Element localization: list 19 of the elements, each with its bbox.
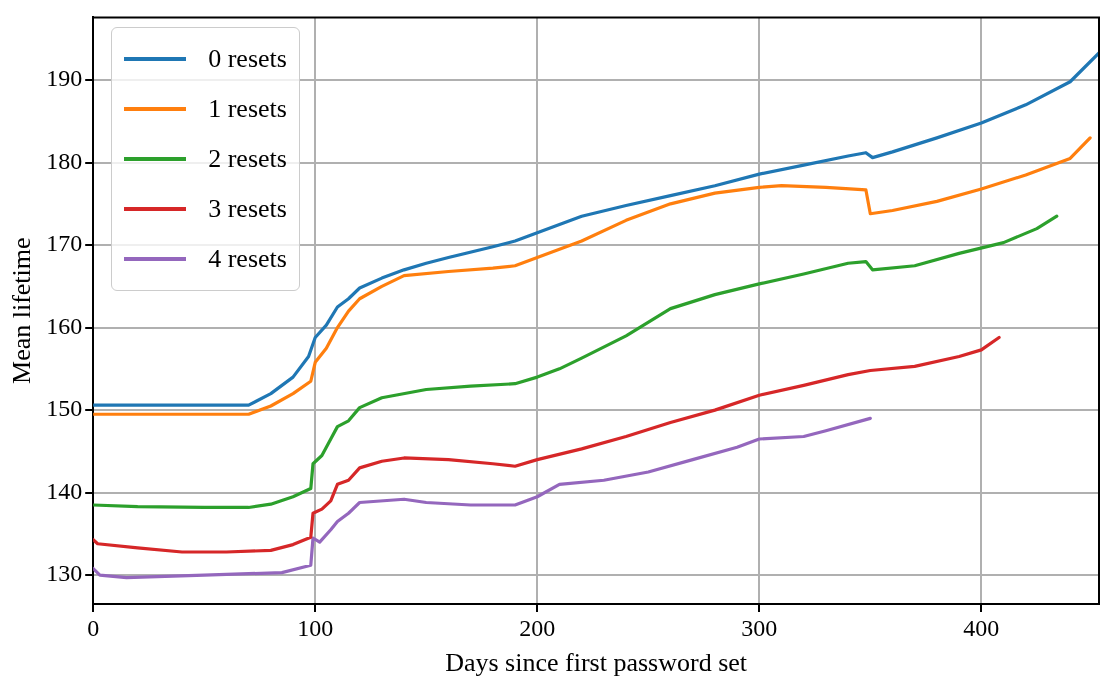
x-axis-title: Days since first password set: [445, 648, 748, 678]
x-tick-label: 0: [87, 614, 100, 641]
y-tick-label: 130: [46, 560, 83, 587]
x-tick-label: 100: [297, 614, 334, 641]
legend-label: 0 resets: [208, 44, 287, 75]
legend-label: 4 resets: [208, 244, 287, 275]
legend-label: 2 resets: [208, 144, 287, 175]
y-axis-title: Mean lifetime: [7, 237, 37, 384]
x-tick-label: 300: [741, 614, 778, 641]
x-tick-label: 200: [519, 614, 556, 641]
y-tick-label: 170: [46, 230, 83, 257]
y-tick-label: 160: [46, 312, 83, 339]
legend-label: 1 resets: [208, 94, 287, 125]
y-tick-label: 140: [46, 477, 83, 504]
legend-label: 3 resets: [208, 194, 287, 225]
x-tick-label: 400: [963, 614, 1000, 641]
y-tick-label: 150: [46, 395, 83, 422]
y-tick-label: 180: [46, 147, 83, 174]
y-tick-label: 190: [46, 65, 83, 92]
